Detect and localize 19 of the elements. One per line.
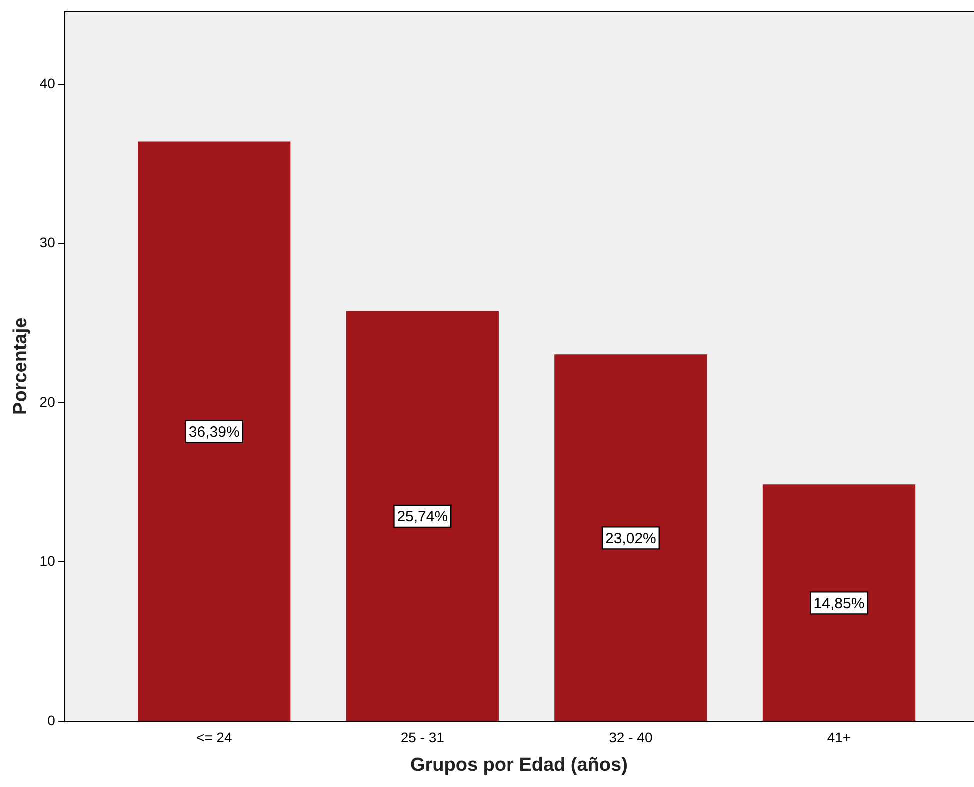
y-tick-label: 10 (40, 553, 56, 570)
data-label: 36,39% (188, 424, 240, 441)
x-tick-label: 41+ (827, 730, 852, 746)
y-tick-label: 20 (40, 394, 56, 410)
data-label: 23,02% (606, 530, 656, 548)
bar (138, 142, 291, 722)
y-axis-title: Porcentaje (10, 318, 32, 415)
y-tick-label: 0 (48, 712, 56, 728)
y-tick-label: 30 (40, 234, 56, 251)
y-tick-label: 40 (40, 75, 56, 92)
data-label: 25,74% (397, 508, 448, 526)
bar (762, 484, 916, 722)
bar (554, 354, 708, 722)
x-tick-label: <= 24 (196, 730, 232, 746)
x-axis-title: Grupos por Edad (años) (410, 754, 628, 776)
bar (346, 311, 499, 722)
data-label: 14,85% (814, 595, 865, 612)
x-tick-label: 32 - 40 (609, 730, 653, 746)
x-tick-label: 25 - 31 (400, 730, 445, 746)
